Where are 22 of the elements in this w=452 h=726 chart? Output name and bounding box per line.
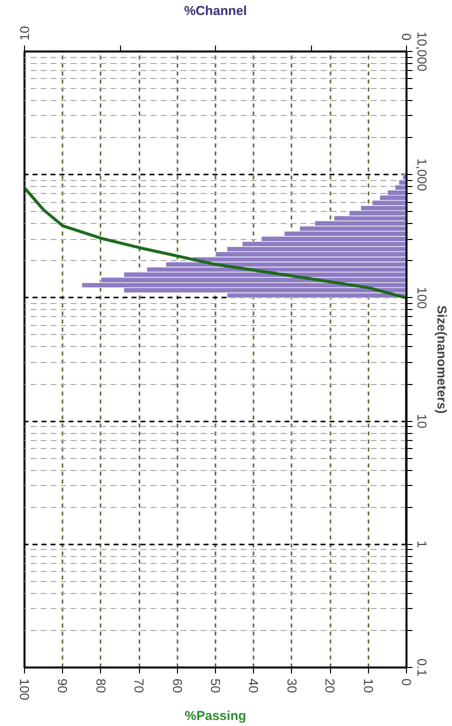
x-tick-label: 80: [93, 678, 108, 693]
x2-tick-label: 0: [399, 33, 414, 40]
y-tick-label: 100: [414, 287, 430, 309]
y-tick-label: 10,000: [414, 32, 430, 72]
x2-tick-label: 10: [17, 26, 32, 40]
x2-axis-title: %Channel: [184, 3, 247, 18]
x-tick-label: 100: [17, 678, 32, 700]
y-tick-label: 0.1: [414, 658, 430, 677]
y-tick-label: 1,000: [414, 158, 430, 191]
x-axis-title: %Passing: [184, 708, 246, 724]
y-axis-title: Size(nanometers): [434, 305, 450, 414]
y-tick-label: 10: [414, 414, 430, 428]
x-tick-label: 0: [399, 678, 414, 686]
y-tick-label: 1: [414, 540, 430, 548]
x-tick-label: 10: [360, 678, 376, 693]
x-tick-label: 60: [170, 678, 185, 693]
x-tick-label: 20: [322, 678, 338, 693]
x-tick-label: 30: [284, 678, 300, 693]
x-tick-label: 50: [208, 678, 223, 693]
x-tick-label: 70: [132, 678, 147, 693]
x-tick-label: 40: [246, 678, 262, 693]
x-tick-label: 90: [55, 678, 70, 693]
